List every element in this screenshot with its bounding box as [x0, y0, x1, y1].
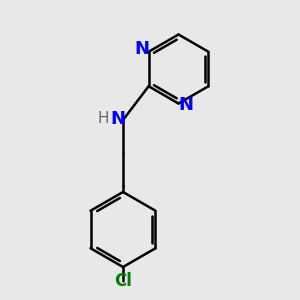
Text: N: N [134, 40, 149, 58]
Text: N: N [178, 96, 194, 114]
Text: H: H [98, 111, 109, 126]
Text: Cl: Cl [114, 272, 132, 290]
Text: N: N [110, 110, 125, 128]
